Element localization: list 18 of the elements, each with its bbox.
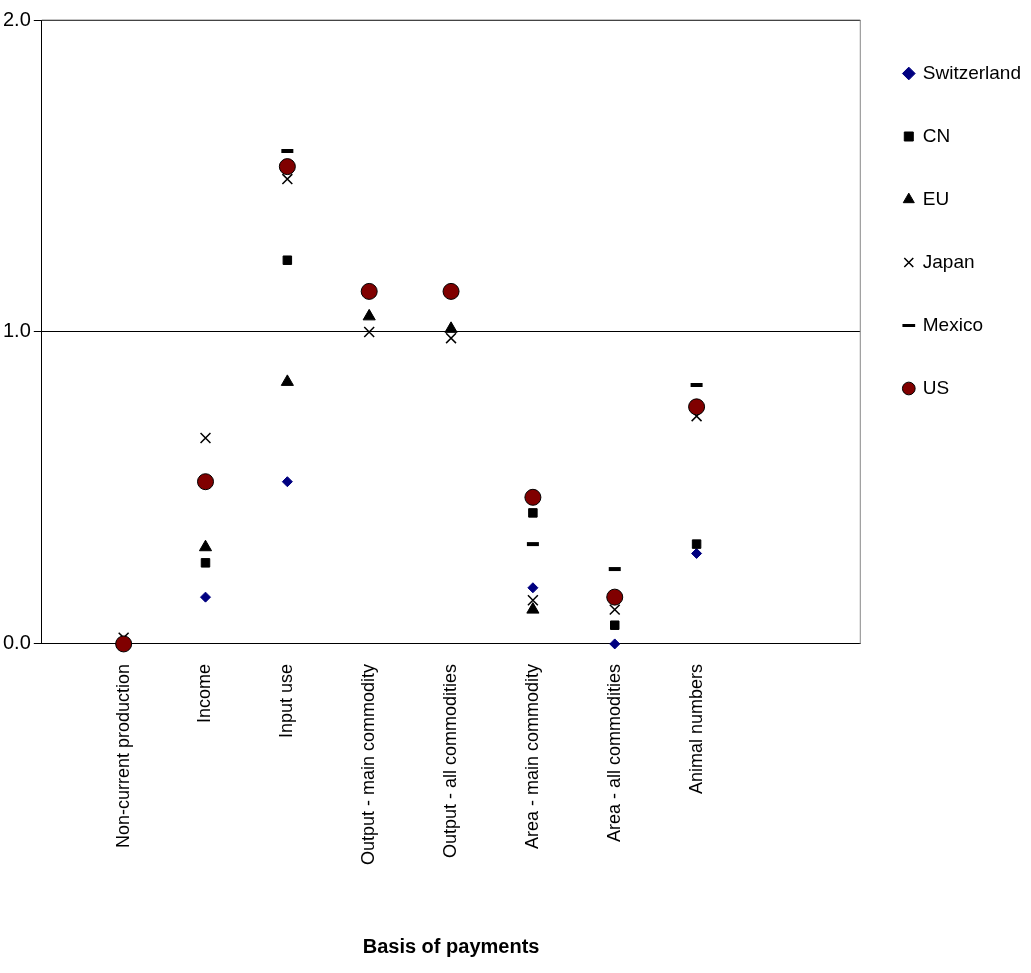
x-axis-title: Basis of payments bbox=[362, 934, 540, 957]
x-tick-label: Output - main commodity bbox=[358, 663, 379, 866]
legend-label: Switzerland bbox=[922, 61, 1022, 83]
y-tick-label: 1.0 bbox=[2, 319, 31, 342]
legend-label: Japan bbox=[922, 250, 975, 272]
y-tick-label: 0.0 bbox=[2, 631, 31, 654]
x-tick-label: Output - all commodities bbox=[440, 663, 461, 859]
legend-label: CN bbox=[922, 124, 951, 146]
x-tick-label: Non-current production bbox=[112, 663, 133, 849]
x-tick-label: Area - all commodities bbox=[603, 663, 624, 842]
legend-label: US bbox=[922, 376, 950, 398]
legend-label: Mexico bbox=[922, 313, 983, 335]
x-tick-label: Animal numbers bbox=[685, 663, 706, 794]
x-tick-label: Input use bbox=[276, 663, 297, 738]
x-tick-label: Income bbox=[194, 663, 215, 723]
legend-label: EU bbox=[922, 187, 950, 209]
y-tick-label: 2.0 bbox=[2, 7, 31, 30]
x-tick-label: Area - main commodity bbox=[521, 663, 542, 849]
